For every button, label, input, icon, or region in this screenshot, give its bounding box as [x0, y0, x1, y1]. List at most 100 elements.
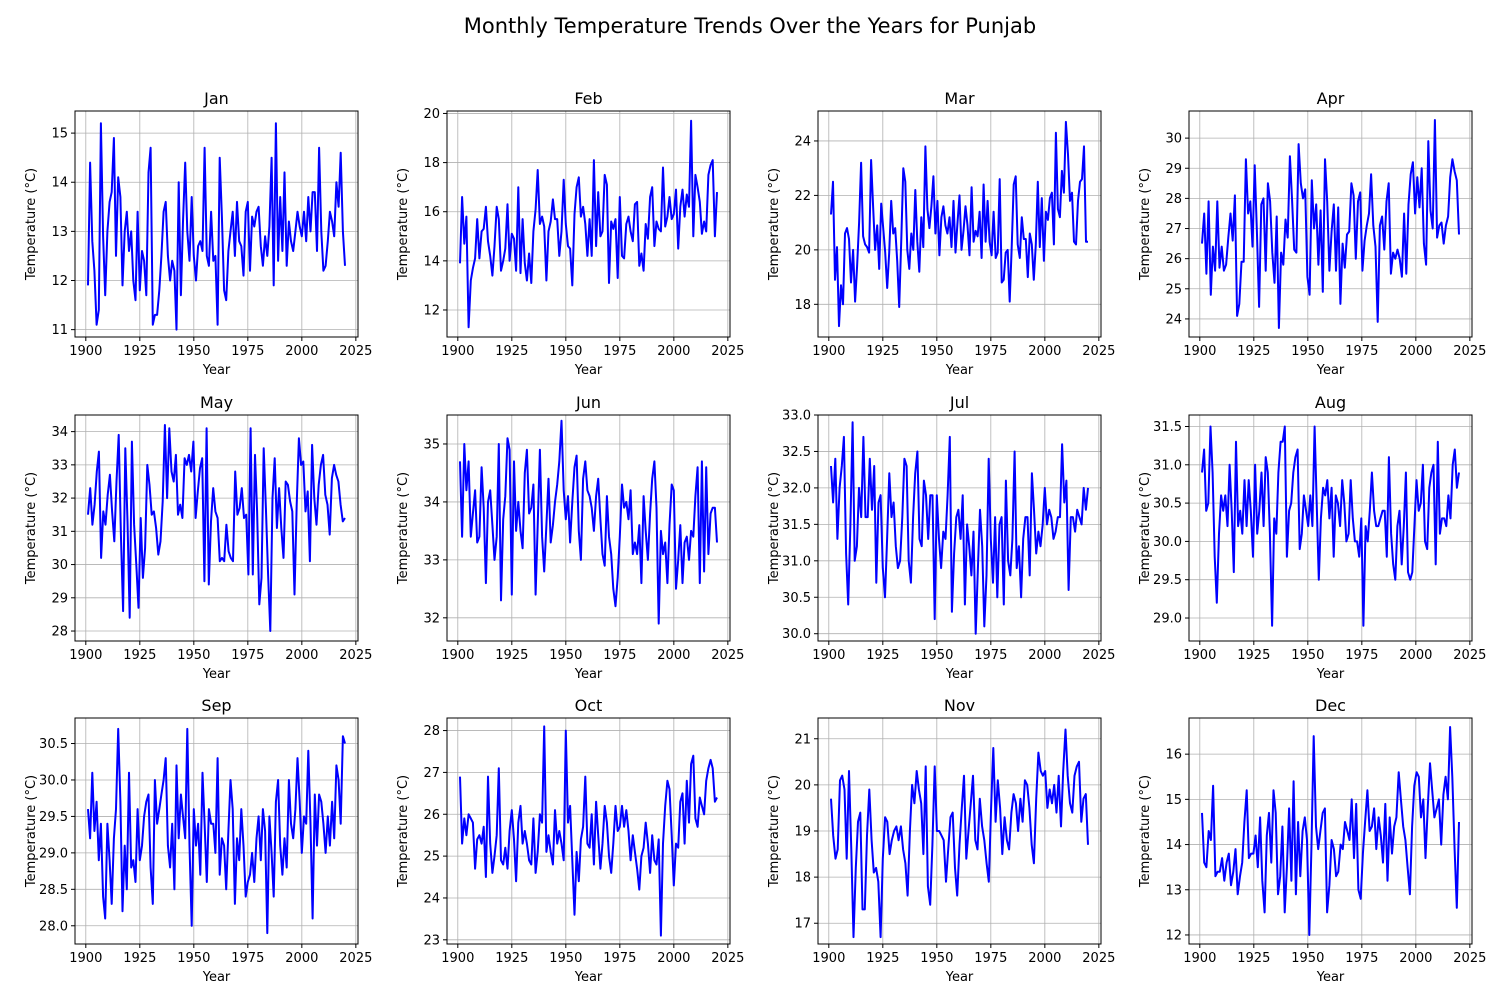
- x-tick-label: 2000: [657, 344, 690, 359]
- x-tick-label: 1925: [866, 648, 899, 663]
- y-axis-label: Temperature (°C): [396, 775, 411, 888]
- series-line: [87, 122, 346, 331]
- axes-frame: [1188, 717, 1473, 945]
- x-tick-label: 1950: [549, 951, 582, 966]
- x-tick-label: 1975: [231, 344, 264, 359]
- y-tick-label: 31.5: [1153, 420, 1182, 435]
- series-line: [459, 119, 718, 329]
- y-tick-label: 14: [51, 176, 68, 191]
- x-tick-label: 1925: [123, 951, 156, 966]
- series-line: [830, 728, 1089, 939]
- x-tick-label: 2025: [339, 648, 372, 663]
- series-line: [459, 419, 718, 625]
- y-tick-label: 30.5: [782, 591, 811, 606]
- x-axis-label: Year: [945, 363, 974, 378]
- x-tick-label: 1900: [812, 951, 845, 966]
- x-tick-label: 1975: [603, 344, 636, 359]
- x-tick-label: 1950: [177, 344, 210, 359]
- y-tick-label: 26: [1165, 252, 1182, 267]
- y-axis-label: Temperature (°C): [767, 472, 782, 585]
- y-tick-label: 25: [1165, 282, 1182, 297]
- y-axis-label: Temperature (°C): [396, 472, 411, 585]
- series-line: [830, 120, 1088, 328]
- y-tick-label: 33: [51, 458, 68, 473]
- x-tick-label: 1950: [1291, 951, 1324, 966]
- axes-frame: [74, 414, 359, 642]
- subplot-title: Dec: [1315, 696, 1346, 715]
- x-tick-label: 1975: [974, 951, 1007, 966]
- y-tick-label: 28.5: [39, 883, 68, 898]
- y-tick-label: 14: [1165, 838, 1182, 853]
- subplot-nov: 1900 1925 1950 1975 2000 2025 17 18 19 20 21 Nov Yea…: [767, 696, 1115, 985]
- y-tick-label: 29.0: [1153, 612, 1182, 627]
- y-tick-label: 27: [1165, 222, 1182, 237]
- y-tick-label: 32: [51, 492, 68, 507]
- y-axis-label: Temperature (°C): [24, 472, 39, 585]
- figure-title: Monthly Temperature Trends Over the Year…: [463, 14, 1037, 38]
- x-tick-label: 2000: [285, 951, 318, 966]
- x-tick-label: 2000: [1028, 344, 1061, 359]
- subplot-sep: 1900 1925 1950 1975 2000 2025 28.0 28.5 29.0 29.5…: [24, 696, 372, 985]
- y-tick-label: 20: [794, 243, 811, 258]
- y-tick-label: 24: [1165, 312, 1182, 327]
- x-axis-label: Year: [1316, 970, 1345, 985]
- x-tick-label: 1950: [549, 648, 582, 663]
- x-tick-label: 2025: [339, 951, 372, 966]
- x-tick-label: 2025: [1453, 648, 1486, 663]
- x-tick-label: 1950: [549, 344, 582, 359]
- y-tick-label: 13: [1165, 883, 1182, 898]
- x-tick-label: 1900: [1183, 648, 1216, 663]
- axes-frame: [446, 414, 731, 642]
- x-tick-label: 2025: [711, 648, 744, 663]
- y-tick-label: 32: [423, 611, 440, 626]
- x-tick-label: 1975: [231, 951, 264, 966]
- x-axis-label: Year: [574, 970, 603, 985]
- axes-frame: [74, 110, 359, 338]
- y-tick-label: 30.5: [39, 737, 68, 752]
- y-tick-label: 12: [51, 274, 68, 289]
- axes-frame: [817, 414, 1102, 642]
- y-tick-label: 29.0: [39, 846, 68, 861]
- x-tick-label: 1925: [495, 648, 528, 663]
- y-tick-label: 17: [794, 917, 811, 932]
- x-axis-label: Year: [945, 667, 974, 682]
- x-tick-label: 1975: [974, 648, 1007, 663]
- y-tick-label: 33: [423, 553, 440, 568]
- x-tick-label: 1900: [69, 951, 102, 966]
- y-axis-label: Temperature (°C): [1138, 472, 1153, 585]
- y-axis-label: Temperature (°C): [24, 168, 39, 281]
- x-tick-label: 2000: [285, 648, 318, 663]
- y-tick-label: 29.5: [39, 810, 68, 825]
- x-tick-label: 1900: [69, 344, 102, 359]
- x-tick-label: 1950: [920, 648, 953, 663]
- axes-frame: [1188, 414, 1473, 642]
- x-tick-label: 1925: [495, 344, 528, 359]
- subplot-title: Sep: [201, 696, 231, 715]
- axes-frame: [817, 110, 1102, 338]
- x-tick-label: 2000: [1028, 648, 1061, 663]
- subplot-title: Oct: [575, 696, 603, 715]
- subplot-title: Apr: [1317, 89, 1345, 108]
- x-tick-label: 1975: [603, 648, 636, 663]
- y-tick-label: 30.5: [1153, 497, 1182, 512]
- subplot-jul: 1900 1925 1950 1975 2000 2025 30.0 30.5 31.0 31.5…: [767, 393, 1115, 682]
- subplot-title: Jan: [203, 89, 229, 108]
- subplot-jan: 1900 1925 1950 1975 2000 2025 11 12 13 14 15 Jan Yea…: [24, 89, 372, 378]
- y-tick-label: 18: [794, 298, 811, 313]
- x-tick-label: 1950: [177, 951, 210, 966]
- subplot-oct: 1900 1925 1950 1975 2000 2025 23 24 25 26 27 28 Oct Y…: [396, 696, 744, 985]
- x-tick-label: 1925: [1237, 344, 1270, 359]
- series-line: [87, 424, 346, 632]
- y-tick-label: 34: [51, 425, 68, 440]
- subplot-title: May: [200, 393, 233, 412]
- y-tick-label: 11: [51, 323, 68, 338]
- subplot-aug: 1900 1925 1950 1975 2000 2025 29.0 29.5 30.0 30.5…: [1138, 393, 1486, 682]
- x-axis-label: Year: [202, 970, 231, 985]
- y-tick-label: 14: [423, 254, 440, 269]
- x-tick-label: 1925: [123, 344, 156, 359]
- y-tick-label: 33.0: [782, 409, 811, 424]
- y-tick-label: 28.0: [39, 919, 68, 934]
- axes-frame: [74, 717, 359, 945]
- series-line: [1201, 119, 1460, 329]
- x-axis-label: Year: [1316, 667, 1345, 682]
